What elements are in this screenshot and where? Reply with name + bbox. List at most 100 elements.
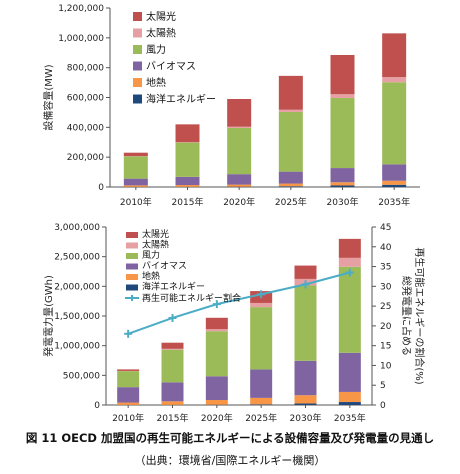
bar-segment-geo [123, 185, 148, 187]
y2-tick-label: 40 [380, 243, 392, 253]
bar-segment-geo [227, 184, 252, 187]
bar-segment-wind [294, 285, 317, 361]
bar-segment-geo [117, 402, 140, 405]
legend-label-wind: 風力 [146, 43, 166, 56]
figure-source: （出典：環境省/国際エネルギー機関） [134, 454, 326, 467]
legend-swatch-solar_pv [133, 12, 142, 21]
share-line [127, 271, 351, 335]
bar-segment-wind [123, 156, 148, 179]
x-tick-label: 2020年 [201, 412, 233, 424]
bar-segment-geo [330, 182, 355, 186]
y-tick-label: 1,000,000 [54, 342, 100, 352]
bar-segment-bio [205, 376, 228, 401]
bar-segment-bio [123, 178, 148, 186]
bar-segment-solar_pv [117, 369, 140, 371]
bar-segment-solar_thermal [278, 109, 303, 112]
legend-swatch-bio [133, 61, 142, 71]
x-tick-label: 2025年 [245, 412, 277, 424]
x-tick-label: 2010年 [112, 412, 144, 424]
y2-tick-label: 30 [380, 282, 392, 292]
bar-segment-solar_pv [294, 265, 317, 279]
bar-segment-bio [330, 168, 355, 183]
bar-segment-bio [278, 171, 303, 184]
legend-swatch-geo [133, 78, 142, 87]
x-tick-label: 2020年 [223, 196, 255, 208]
legend-swatch-ocean [126, 284, 138, 291]
y2-axis-title-line1: 総発電量に占める [400, 276, 413, 356]
bar-segment-geo [382, 180, 407, 185]
bar-segment-solar_pv [175, 124, 200, 143]
legend-swatch-bio [126, 263, 138, 270]
bar-segment-bio [161, 382, 184, 402]
x-tick-label: 2025年 [275, 196, 307, 208]
bar-segment-geo [294, 395, 317, 404]
bar-segment-solar_thermal [205, 329, 228, 332]
capacity-chart: 0 200,000 400,000 600,000 800,000 1,000,000 1,… [42, 4, 420, 208]
legend-label-share-line: 再生可能エネルギー割合 [142, 292, 241, 304]
y-axis-title: 設備容量(MW) [42, 64, 55, 130]
bar-segment-wind [382, 82, 407, 165]
bar-segment-wind [161, 349, 184, 383]
x-tick-label: 2010年 [120, 196, 152, 208]
bar-segment-wind [117, 371, 140, 388]
figure-caption: 図 11 OECD 加盟国の再生可能エネルギーによる設備容量及び発電量の見通し [25, 431, 435, 445]
bar-segment-solar_thermal [161, 348, 184, 350]
y2-tick-label: 20 [380, 322, 392, 332]
bar-segment-ocean [338, 402, 361, 405]
legend-label-solar_thermal: 太陽熱 [142, 239, 169, 251]
bar-segment-solar_pv [205, 317, 228, 330]
legend-label-solar_thermal: 太陽熱 [146, 27, 176, 40]
y-tick-label: 0 [98, 183, 104, 193]
bar-segment-ocean [330, 185, 355, 187]
y-tick-label: 2,000,000 [54, 282, 100, 292]
bar-segment-geo [278, 183, 303, 187]
bar-segment-geo [161, 401, 184, 405]
bar-segment-wind [338, 266, 361, 353]
bar-segment-bio [338, 352, 361, 392]
x-tick-label: 2030年 [327, 196, 359, 208]
legend-swatch-geo [126, 274, 138, 280]
bar-segment-geo [205, 400, 228, 405]
bar-segment-solar_pv [227, 98, 252, 127]
legend-label-ocean: 海洋エネルギー [146, 93, 216, 106]
bar-segment-wind [175, 142, 200, 177]
bar-segment-bio [227, 174, 252, 185]
legend-label-solar_pv: 太陽光 [142, 228, 169, 240]
y2-tick-label: 5 [380, 381, 386, 391]
legend-label-solar_pv: 太陽光 [146, 10, 176, 23]
y2-axis-title-line2: 再生可能エネルギーの割合(%) [413, 247, 426, 384]
legend-label-geo: 地熱 [142, 270, 160, 282]
y-tick-label: 3,000,000 [54, 223, 100, 233]
x-tick-label: 2015年 [157, 412, 189, 424]
bar-segment-geo [250, 397, 273, 405]
bar-segment-bio [382, 164, 407, 181]
bar-segment-bio [294, 360, 317, 396]
bar-segment-solar_pv [338, 238, 361, 258]
legend-label-geo: 地熱 [146, 76, 166, 89]
bar-segment-solar_thermal [382, 77, 407, 83]
bar-segment-solar_pv [123, 152, 148, 157]
bar-segment-geo [338, 391, 361, 403]
y-tick-label: 2,500,000 [54, 253, 100, 263]
bar-segment-wind [205, 331, 228, 377]
bar-segment-solar_pv [382, 33, 407, 78]
bar-segment-solar_thermal [338, 257, 361, 267]
x-tick-label: 2035年 [334, 412, 366, 424]
bar-segment-solar_thermal [227, 126, 252, 128]
legend-swatch-solar_pv [126, 232, 138, 238]
y2-tick-label: 15 [380, 342, 391, 352]
bar-segment-ocean [250, 404, 273, 405]
bar-segment-wind [330, 97, 355, 169]
bar-segment-solar_thermal [250, 302, 273, 308]
bar-segment-ocean [382, 184, 407, 187]
y-tick-label: 600,000 [67, 94, 104, 104]
legend-label-bio: バイオマス [146, 61, 196, 73]
legend-swatch-wind [133, 45, 142, 54]
bar-segment-solar_pv [278, 75, 303, 110]
x-tick-label: 2030年 [290, 412, 322, 424]
y2-tick-label: 25 [380, 302, 391, 312]
bar-segment-ocean [294, 403, 317, 405]
y-tick-label: 800,000 [67, 64, 104, 74]
x-tick-label: 2035年 [378, 196, 410, 208]
